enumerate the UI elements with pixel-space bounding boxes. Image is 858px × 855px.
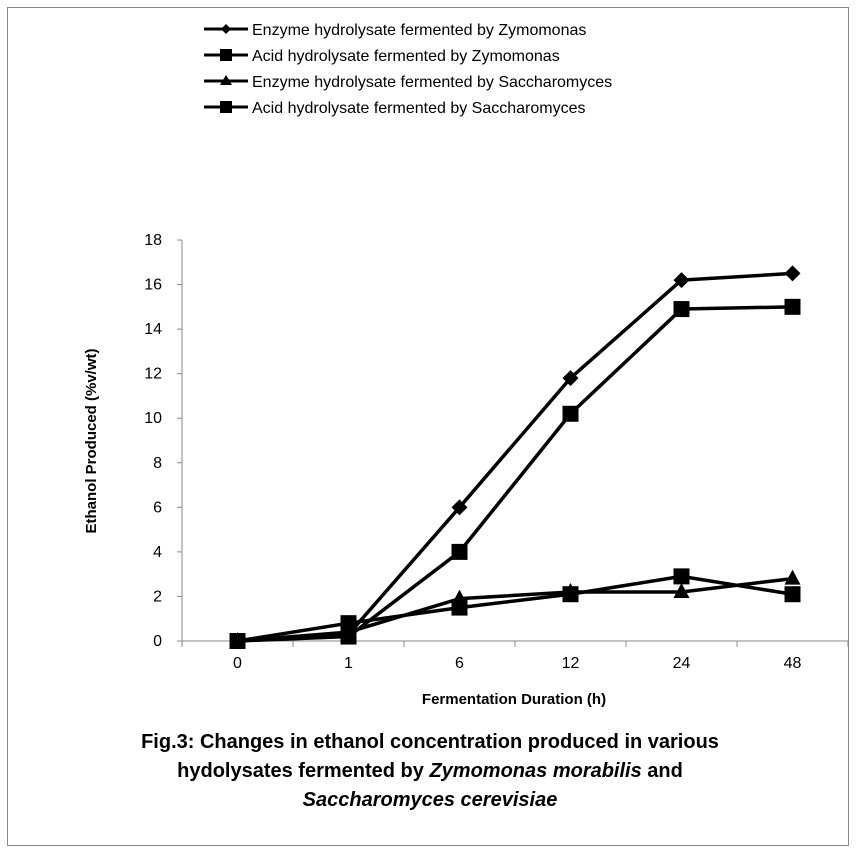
y-tick-label: 16 [144,277,162,294]
data-point-square [340,615,357,632]
x-tick-label: 12 [562,655,580,672]
y-tick-label: 10 [144,410,162,427]
y-tick-label: 6 [153,499,162,516]
data-point-square [784,298,801,315]
legend-label: Acid hydrolysate fermented by Zymomonas [252,48,560,65]
series-line [237,271,793,643]
chart-frame [7,7,849,846]
y-tick-label: 4 [153,544,162,561]
x-tick-label: 48 [784,655,802,672]
legend-label: Enzyme hydrolysate fermented by Saccharo… [252,74,612,91]
data-point-triangle [673,582,690,598]
caption-line-3: Saccharomyces cerevisiae [302,789,558,811]
legend-marker-square [220,49,232,61]
x-axis-label: Fermentation Duration (h) [422,691,606,708]
data-point-square [451,543,468,560]
y-tick-label: 0 [153,633,162,650]
legend-marker-diamond [221,24,231,34]
series-1 [229,265,801,649]
series [229,265,801,649]
data-point-square [562,586,579,603]
figure-caption: Fig.3: Changes in ethanol concentration … [60,728,800,815]
data-point-square [673,301,690,318]
y-tick-label: 8 [153,455,162,472]
x-tick-label: 6 [455,655,464,672]
y-tick-label: 2 [153,588,162,605]
x-tick-label: 0 [233,655,242,672]
data-point-diamond [562,370,579,387]
series-line [237,574,793,643]
x-tick-label: 1 [344,655,353,672]
legend-marker-triangle [220,75,232,85]
data-point-diamond [784,265,801,282]
data-point-diamond [673,272,690,289]
series-line [237,305,793,643]
y-axis-label: Ethanol Produced (%v/wt) [83,348,100,533]
legend-label: Enzyme hydrolysate fermented by Zymomona… [252,22,586,39]
series-line [237,576,793,643]
legend-marker-square [220,101,232,113]
legend-item: Acid hydrolysate fermented by Saccharomy… [204,100,585,117]
data-point-diamond [451,499,468,516]
legend-item: Enzyme hydrolysate fermented by Zymomona… [204,22,586,39]
data-point-square [451,599,468,616]
legend-label: Acid hydrolysate fermented by Saccharomy… [252,100,585,117]
data-point-triangle [784,569,801,585]
data-point-square [229,633,246,649]
legend-item: Acid hydrolysate fermented by Zymomonas [204,48,560,65]
data-point-square [673,568,690,585]
legend-item: Enzyme hydrolysate fermented by Saccharo… [204,74,612,91]
data-point-square [784,586,801,603]
caption-line-2: hydolysates fermented by Zymomonas morab… [177,760,683,782]
legend: Enzyme hydrolysate fermented by Zymomona… [204,22,612,117]
series-4 [229,568,801,649]
y-tick-label: 14 [144,321,162,338]
y-tick-label: 18 [144,232,162,249]
caption-line-1: Fig.3: Changes in ethanol concentration … [141,731,719,753]
data-point-square [562,405,579,422]
x-tick-label: 24 [673,655,691,672]
y-tick-label: 12 [144,366,162,383]
